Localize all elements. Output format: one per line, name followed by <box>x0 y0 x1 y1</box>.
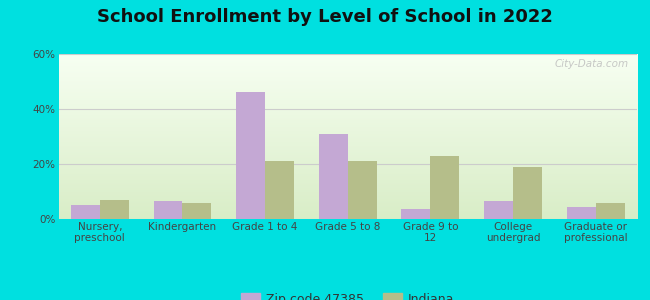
Bar <box>595 202 625 219</box>
Text: City-Data.com: City-Data.com <box>554 59 629 69</box>
Bar <box>513 167 542 219</box>
Bar <box>430 156 460 219</box>
Bar <box>318 134 348 219</box>
Bar <box>71 205 100 219</box>
Bar <box>236 92 265 219</box>
Bar <box>153 201 183 219</box>
Bar <box>348 161 377 219</box>
Legend: Zip code 47385, Indiana: Zip code 47385, Indiana <box>236 288 460 300</box>
Bar <box>265 161 294 219</box>
Bar <box>100 200 129 219</box>
Bar <box>567 207 595 219</box>
Bar <box>402 209 430 219</box>
Bar <box>183 202 211 219</box>
Bar <box>484 201 513 219</box>
Text: School Enrollment by Level of School in 2022: School Enrollment by Level of School in … <box>97 8 553 26</box>
